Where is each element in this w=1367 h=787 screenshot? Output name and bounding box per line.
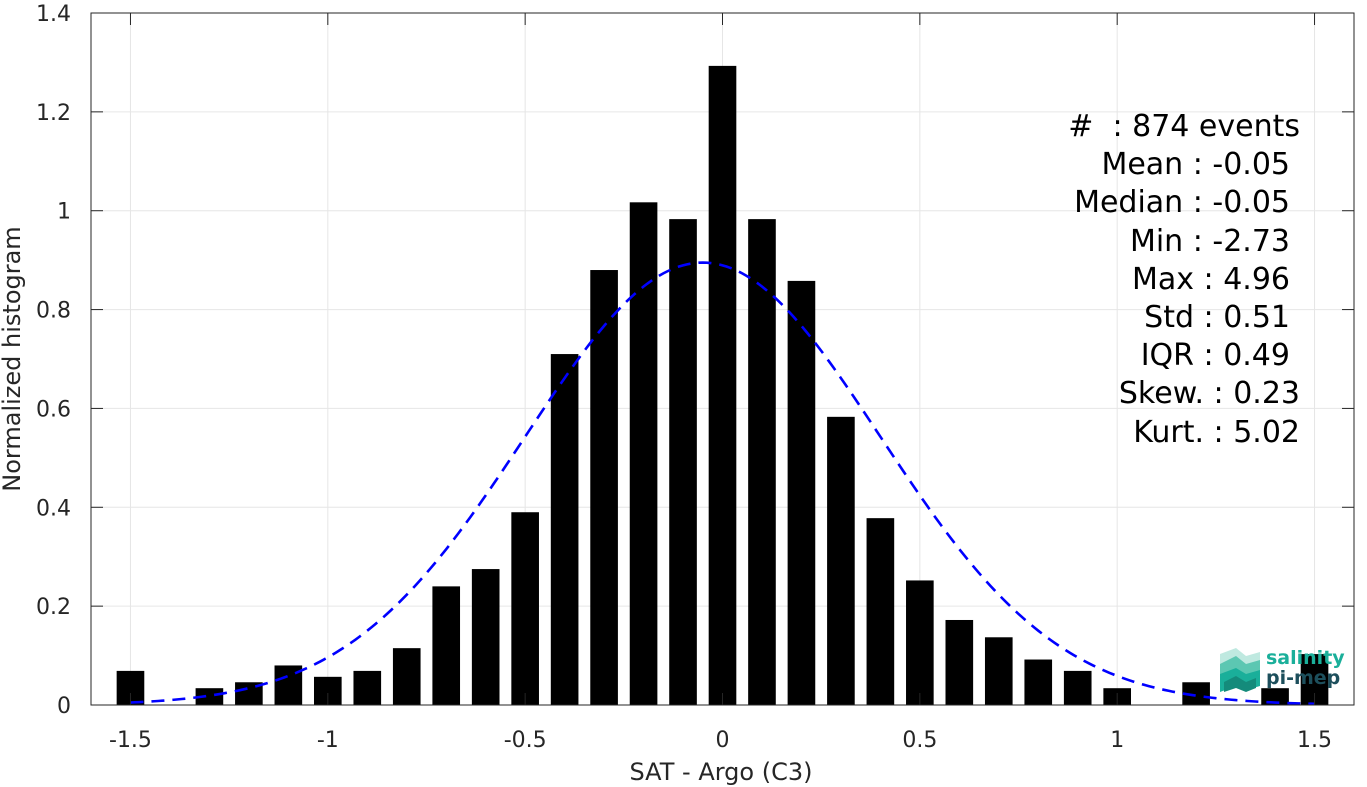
logo-line-pi-mep: pi-mep [1266, 667, 1341, 689]
histogram-bar [471, 569, 500, 705]
y-tick-label: 1.4 [36, 2, 71, 27]
tick-marks [91, 12, 1354, 706]
histogram-bar [1063, 670, 1092, 705]
histogram-bar [984, 637, 1013, 705]
histogram-bar [353, 670, 382, 705]
x-tick-label: -0.5 [504, 728, 547, 753]
histogram-bar [827, 416, 855, 705]
statistics-box: # : 874 events Mean : -0.05 Median : -0.05… [1000, 108, 1300, 452]
stat-line: IQR : 0.49 [1140, 338, 1290, 374]
histogram-bar [945, 619, 974, 705]
stat-line: Std : 0.51 [1144, 299, 1290, 335]
x-tick-labels: -1.5 -1 -0.5 0 0.5 1 1.5 [109, 728, 1332, 753]
x-axis-label: SAT - Argo (C3) [630, 758, 813, 786]
stat-line: Skew. : 0.23 [1118, 376, 1300, 412]
y-tick-label: 0 [57, 694, 71, 719]
histogram-bar [392, 648, 421, 705]
y-tick-label: 0.8 [36, 299, 71, 324]
histogram-bar [511, 512, 539, 705]
y-tick-label: 0.2 [36, 595, 71, 620]
histogram-bar [629, 202, 658, 705]
x-tick-label: -1 [317, 728, 339, 753]
histogram-bar [1024, 659, 1053, 705]
histogram-bar [195, 688, 224, 705]
stat-line: # : 874 events [1068, 109, 1300, 144]
histogram-bar [787, 280, 816, 705]
stat-line: Max : 4.96 [1132, 261, 1290, 297]
histogram-bar [1261, 688, 1289, 705]
salinity-pi-mep-logo: salinity pi-mep [1216, 646, 1346, 694]
histogram-bar [748, 219, 776, 706]
y-tick-label: 1 [57, 200, 71, 225]
histogram-bar [669, 219, 697, 706]
y-tick-label: 1.2 [36, 101, 71, 126]
histogram-bar [235, 682, 263, 705]
gaussian-fit-curve [130, 261, 1315, 706]
y-tick-label: 0.4 [36, 496, 71, 521]
stat-line: Kurt. : 5.02 [1133, 414, 1300, 450]
y-axis-label: Normalized histogram [0, 226, 26, 491]
x-tick-label: 0.5 [902, 728, 937, 753]
x-tick-label: -1.5 [109, 728, 152, 753]
logo-line-salinity: salinity [1266, 647, 1345, 669]
histogram-bar [708, 65, 737, 706]
x-tick-label: 0 [716, 728, 730, 753]
y-tick-labels: 0 0.2 0.4 0.6 0.8 1 1.2 1.4 [36, 2, 71, 719]
histogram-bar [1182, 682, 1210, 705]
stat-line: Mean : -0.05 [1101, 147, 1290, 183]
stat-line: Median : -0.05 [1074, 185, 1290, 221]
histogram-bar [432, 586, 461, 705]
x-tick-label: 1.5 [1297, 728, 1332, 753]
bars [116, 65, 1329, 706]
histogram-bar [906, 580, 934, 705]
histogram-bar [550, 354, 579, 705]
wave-logo-icon [1220, 648, 1260, 692]
histogram-bar [866, 518, 895, 705]
histogram-bar [590, 270, 618, 705]
x-tick-label: 1 [1110, 728, 1124, 753]
stat-line: Min : -2.73 [1129, 223, 1290, 259]
logo-text: salinity pi-mep [1266, 648, 1345, 688]
y-tick-label: 0.6 [36, 397, 71, 422]
